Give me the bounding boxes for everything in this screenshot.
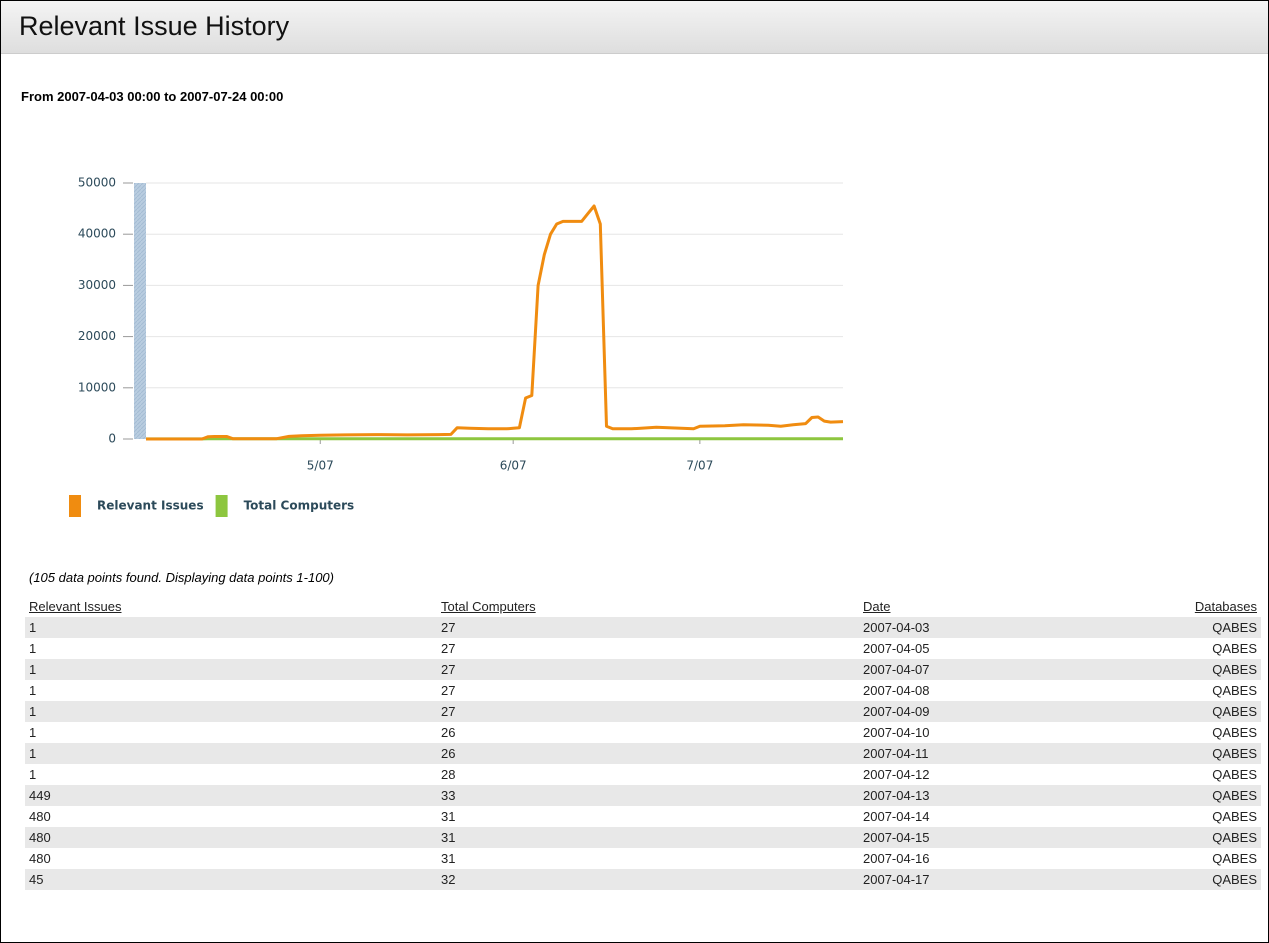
table-row: 449 33 2007-04-13 QABES (25, 785, 1261, 806)
date-range: From 2007-04-03 00:00 to 2007-07-24 00:0… (21, 89, 284, 104)
table-cell: 1 (25, 617, 437, 638)
table-row: 1 28 2007-04-12 QABES (25, 764, 1261, 785)
chart: 0 10000 20000 30000 40000 50000 5/07 6/07 7/07 Re… (69, 176, 844, 517)
table-row: 1 27 2007-04-07 QABES (25, 659, 1261, 680)
y-tick-label: 10000 (78, 380, 116, 394)
table-cell: 1 (29, 641, 37, 656)
table-row: 45 32 2007-04-17 QABES (25, 869, 1261, 890)
table-row: 480 31 2007-04-15 QABES (25, 827, 1261, 848)
table-cell: QABES (1167, 743, 1261, 764)
table-cell: 2007-04-11 (859, 743, 1167, 764)
table-cell: QABES (1167, 869, 1261, 890)
table-cell: 45 (25, 869, 437, 890)
title-bar: Relevant Issue History (1, 1, 1268, 54)
table-cell: QABES (1212, 851, 1257, 866)
page-title: Relevant Issue History (19, 11, 290, 41)
table-cell: 1 (29, 767, 37, 782)
table-cell: QABES (1212, 683, 1257, 698)
table-row: 1 27 2007-04-03 QABES (25, 617, 1261, 638)
table-row: 1 27 2007-04-09 QABES (25, 701, 1261, 722)
table-row: 480 31 2007-04-16 QABES (25, 848, 1261, 869)
column-header[interactable]: Date (863, 598, 891, 614)
table-cell: 31 (437, 827, 859, 848)
table-cell: 31 (441, 809, 456, 824)
table-note: (105 data points found. Displaying data … (29, 570, 334, 585)
table-cell: 480 (29, 851, 51, 866)
y-tick-label: 30000 (78, 278, 116, 292)
legend-label: Total Computers (244, 499, 355, 513)
data-table: Relevant Issues Total Computers Date Databa… (25, 595, 1261, 890)
table-cell: QABES (1167, 659, 1261, 680)
column-header[interactable]: Relevant Issues (29, 598, 122, 614)
table-cell: QABES (1167, 617, 1261, 638)
table-cell: 2007-04-08 (863, 683, 930, 698)
legend-label: Relevant Issues (97, 499, 204, 513)
table-cell: 2007-04-05 (863, 641, 930, 656)
table-cell: 26 (437, 743, 859, 764)
table-cell: QABES (1167, 785, 1261, 806)
table-cell: 480 (29, 809, 51, 824)
legend-swatch (215, 495, 228, 517)
y-tick-label: 50000 (78, 176, 116, 190)
table-cell: QABES (1212, 641, 1257, 656)
table-cell: 2007-04-16 (863, 851, 930, 866)
series-line (146, 204, 844, 441)
table-cell: 2007-04-12 (863, 767, 930, 782)
table-cell: QABES (1212, 809, 1257, 824)
table-row: 480 31 2007-04-14 QABES (25, 806, 1261, 827)
x-tick-label: 5/07 (307, 459, 334, 473)
table-cell: 1 (29, 725, 37, 740)
table-row: 1 27 2007-04-05 QABES (25, 638, 1261, 659)
table-cell: 2007-04-15 (859, 827, 1167, 848)
table-cell: 27 (441, 683, 456, 698)
axis-bar (134, 183, 146, 439)
table-cell: 1 (25, 659, 437, 680)
table-cell: 2007-04-07 (859, 659, 1167, 680)
table-cell: QABES (1167, 701, 1261, 722)
table-cell: QABES (1212, 725, 1257, 740)
table-cell: QABES (1212, 767, 1257, 782)
column-header[interactable]: Databases (1194, 598, 1257, 614)
table-cell: 480 (25, 827, 437, 848)
table-cell: 2007-04-10 (863, 725, 930, 740)
table-cell: 27 (441, 641, 456, 656)
table-cell: 2007-04-03 (859, 617, 1167, 638)
table-cell: 31 (441, 851, 456, 866)
x-tick-label: 6/07 (500, 459, 527, 473)
table-cell: 2007-04-14 (863, 809, 930, 824)
table-cell: 1 (25, 701, 437, 722)
table-row: 1 26 2007-04-10 QABES (25, 722, 1261, 743)
table-cell: 2007-04-13 (859, 785, 1167, 806)
table-cell: 26 (441, 725, 456, 740)
table-cell: 32 (437, 869, 859, 890)
y-tick-label: 20000 (78, 329, 116, 343)
y-tick-label: 40000 (78, 227, 116, 241)
table-cell: QABES (1167, 827, 1261, 848)
table-cell: 28 (441, 767, 456, 782)
table-cell: 1 (25, 743, 437, 764)
x-tick-label: 7/07 (686, 459, 713, 473)
table-cell: 1 (29, 683, 37, 698)
table-cell: 33 (437, 785, 859, 806)
table-cell: 27 (437, 617, 859, 638)
table-cell: 27 (437, 659, 859, 680)
table-row: 1 26 2007-04-11 QABES (25, 743, 1261, 764)
legend-swatch (69, 495, 81, 517)
table-cell: 449 (25, 785, 437, 806)
table-cell: 2007-04-09 (859, 701, 1167, 722)
table-cell: 27 (437, 701, 859, 722)
table-cell: 2007-04-17 (859, 869, 1167, 890)
y-tick-label: 0 (108, 432, 116, 446)
table-row: 1 27 2007-04-08 QABES (25, 680, 1261, 701)
column-header[interactable]: Total Computers (441, 598, 536, 614)
